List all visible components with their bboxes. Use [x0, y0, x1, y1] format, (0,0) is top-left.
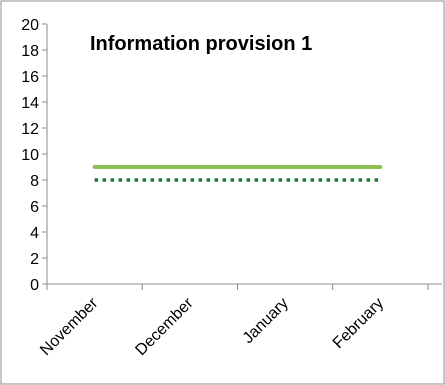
y-tick-label: 14: [21, 95, 39, 112]
y-tick-label: 6: [30, 199, 39, 216]
y-tick-label: 4: [30, 225, 39, 242]
y-tick-label: 18: [21, 43, 39, 60]
y-tick-label: 12: [21, 121, 39, 138]
y-tick-label: 0: [30, 277, 39, 294]
y-tick-label: 20: [21, 17, 39, 34]
y-axis: 0 2 4 6 8 10 12 14 16 18 20: [21, 17, 48, 294]
y-tick-label: 2: [30, 251, 39, 268]
y-tick-label: 16: [21, 69, 39, 86]
y-tick-label: 8: [30, 173, 39, 190]
y-tick-label: 10: [21, 147, 39, 164]
chart-title: Information provision 1: [90, 33, 312, 55]
series-layer: [92, 165, 383, 182]
